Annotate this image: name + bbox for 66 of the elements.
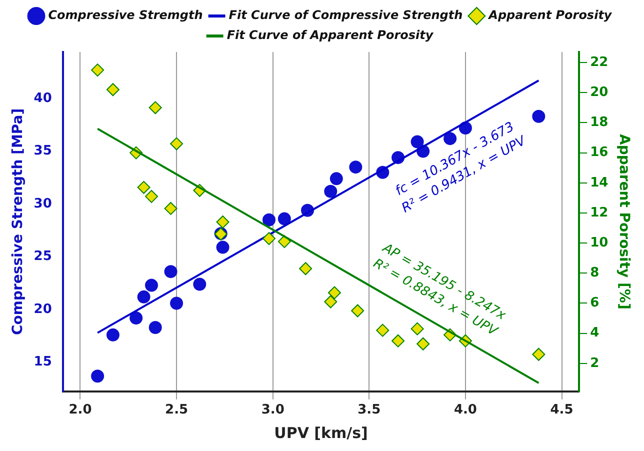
point bbox=[532, 348, 546, 361]
x-axis-title: UPV [km/s] bbox=[274, 424, 368, 442]
point bbox=[330, 172, 343, 186]
point bbox=[216, 216, 230, 228]
y-tick-label: 40 bbox=[34, 90, 52, 106]
legend-label: Compressive Stremgth bbox=[48, 8, 203, 22]
y-tick-label: 20 bbox=[34, 302, 52, 317]
point bbox=[444, 132, 457, 146]
point bbox=[324, 184, 338, 198]
point bbox=[410, 322, 424, 336]
point bbox=[216, 240, 230, 254]
point bbox=[392, 334, 405, 348]
point bbox=[106, 83, 120, 96]
point bbox=[148, 101, 162, 114]
y-tick-label: 15 bbox=[34, 354, 52, 370]
point bbox=[376, 324, 390, 337]
point bbox=[299, 262, 312, 276]
point bbox=[262, 232, 276, 246]
point bbox=[91, 64, 104, 77]
point bbox=[262, 213, 276, 226]
point bbox=[137, 290, 150, 304]
x-tick-label: 3.0 bbox=[261, 402, 284, 418]
point bbox=[164, 202, 178, 215]
point bbox=[130, 312, 143, 325]
point bbox=[410, 135, 424, 148]
y2-axis-title: Apparent Porosity [%] bbox=[616, 134, 632, 310]
point bbox=[137, 180, 150, 194]
y2-tick-label: 10 bbox=[590, 235, 608, 250]
y2-tick-label: 2 bbox=[590, 356, 600, 371]
point bbox=[278, 212, 291, 226]
x-tick-label: 4.5 bbox=[550, 402, 574, 418]
point bbox=[164, 265, 178, 278]
point bbox=[324, 295, 338, 308]
point bbox=[91, 370, 104, 383]
y2-tick-label: 14 bbox=[590, 175, 608, 190]
point bbox=[148, 321, 162, 334]
y2-tick-label: 20 bbox=[590, 84, 608, 100]
y-tick-label: 25 bbox=[34, 249, 52, 264]
point bbox=[170, 296, 184, 310]
legend-label: Fit Curve of Compressive Strength bbox=[228, 8, 463, 22]
point bbox=[144, 190, 158, 203]
point bbox=[532, 110, 546, 123]
y2-tick-label: 8 bbox=[590, 266, 600, 281]
y2-tick-label: 18 bbox=[590, 115, 608, 130]
point bbox=[416, 337, 430, 350]
point bbox=[349, 160, 362, 174]
y2-tick-label: 22 bbox=[590, 54, 608, 70]
point bbox=[106, 328, 120, 342]
point bbox=[351, 304, 364, 318]
y2-tick-label: 4 bbox=[590, 326, 600, 341]
y2-tick-label: 6 bbox=[590, 296, 600, 311]
point bbox=[193, 278, 206, 291]
x-tick-label: 2.0 bbox=[68, 402, 92, 418]
y2-tick-label: 16 bbox=[590, 145, 608, 160]
y-tick-label: 35 bbox=[34, 144, 52, 159]
y-axis-title: Compressive Strength [MPa] bbox=[10, 108, 26, 336]
legend-label: Fit Curve of Apparent Porosity bbox=[226, 28, 434, 42]
point bbox=[170, 137, 184, 150]
y-tick-label: 30 bbox=[34, 196, 52, 212]
x-tick-label: 2.5 bbox=[165, 402, 188, 418]
x-tick-label: 3.5 bbox=[358, 402, 381, 418]
x-tick-label: 4.0 bbox=[454, 402, 477, 418]
y2-tick-label: 12 bbox=[590, 205, 608, 220]
point bbox=[328, 286, 341, 300]
legend-label: Apparent Porosity bbox=[488, 8, 613, 22]
point bbox=[144, 278, 158, 292]
